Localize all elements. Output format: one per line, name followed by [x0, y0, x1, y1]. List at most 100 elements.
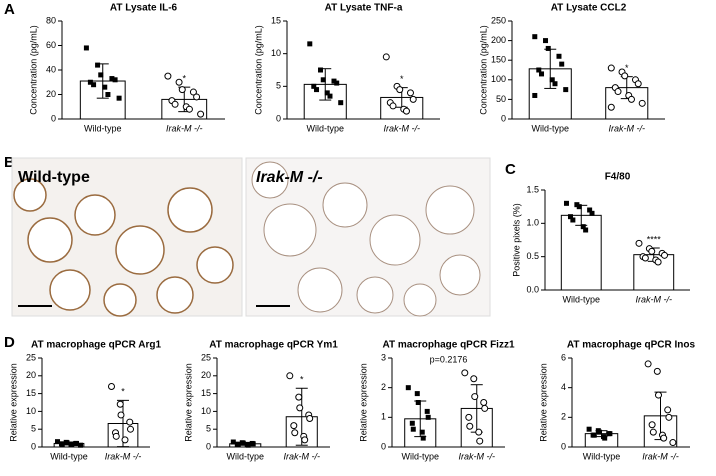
significance: *	[625, 63, 629, 73]
data-point	[193, 93, 201, 101]
data-point	[126, 418, 134, 426]
chart-title: AT Lysate TNF-a	[325, 3, 403, 14]
data-point	[314, 87, 320, 93]
y-tick-label: 1.5	[526, 184, 539, 194]
data-point	[465, 413, 473, 421]
data-point	[74, 440, 80, 446]
chart-title: AT Lysate CCL2	[551, 3, 627, 14]
y-tick-label: 2	[381, 382, 386, 392]
data-point	[552, 81, 558, 87]
data-point	[649, 428, 657, 436]
y-tick-label: 20	[46, 89, 56, 99]
data-point	[334, 80, 340, 86]
data-point	[471, 393, 479, 401]
data-point	[621, 72, 629, 80]
y-tick-label: 60	[46, 40, 56, 50]
data-point	[54, 439, 60, 445]
data-point	[648, 247, 656, 255]
data-point	[661, 251, 669, 259]
data-point	[556, 53, 562, 59]
data-point	[117, 411, 125, 419]
data-point	[311, 83, 317, 89]
data-point	[405, 385, 411, 391]
data-point	[109, 76, 115, 82]
y-tick-label: 25	[201, 352, 211, 362]
y-tick-label: 250	[491, 15, 506, 25]
data-point	[175, 78, 183, 86]
data-point	[409, 95, 417, 103]
y-tick-label: 15	[201, 388, 211, 398]
data-point	[306, 415, 314, 423]
y-tick-label: 0.5	[526, 251, 539, 261]
data-point	[475, 428, 483, 436]
data-point	[644, 360, 652, 368]
y-tick-label: 1	[381, 412, 386, 422]
data-point	[476, 437, 484, 445]
data-point	[338, 100, 344, 106]
x-tick-label: Irak-M -/-	[609, 123, 646, 133]
data-point	[563, 87, 569, 93]
data-point	[470, 375, 478, 383]
data-point	[654, 258, 662, 266]
data-point	[532, 34, 538, 40]
data-point	[587, 207, 593, 213]
panel-label: C	[505, 161, 516, 178]
significance: *	[400, 74, 404, 84]
data-point	[230, 439, 236, 445]
data-point	[389, 102, 397, 110]
data-point	[116, 95, 122, 101]
y-tick-label: 2	[561, 412, 566, 422]
y-axis-label: Positive pixels (%)	[511, 203, 521, 277]
y-tick-label: 0	[276, 113, 281, 123]
data-point	[185, 105, 193, 113]
data-point	[78, 442, 84, 448]
x-tick-label: Irak-M -/-	[166, 123, 203, 133]
data-point	[580, 224, 586, 230]
data-point	[545, 45, 551, 51]
data-point	[420, 435, 426, 441]
data-point	[64, 440, 70, 446]
data-point	[664, 406, 672, 414]
data-point	[638, 99, 646, 107]
data-point	[415, 400, 421, 405]
micrograph: Wild-type	[11, 157, 243, 317]
data-point	[171, 100, 179, 108]
y-tick-label: 40	[46, 64, 56, 74]
data-point	[127, 425, 135, 433]
y-axis-label: Relative expression	[358, 363, 368, 442]
y-tick-label: 80	[46, 15, 56, 25]
x-tick-label: Wild-type	[84, 123, 122, 133]
data-point	[290, 422, 298, 430]
data-point	[296, 404, 304, 412]
y-tick-label: 20	[201, 370, 211, 380]
chart-title: AT macrophage qPCR Arg1	[31, 340, 161, 351]
y-tick-label: 15	[271, 15, 281, 25]
data-point	[543, 38, 549, 44]
data-point	[197, 110, 205, 118]
data-point	[107, 382, 115, 390]
y-axis-label: Concentration (pg/mL)	[253, 25, 263, 115]
data-point	[539, 71, 545, 77]
data-point	[602, 435, 608, 441]
data-point	[627, 95, 635, 103]
data-point	[655, 391, 662, 399]
data-point	[549, 77, 555, 83]
x-tick-label: Wild-type	[50, 451, 88, 461]
y-tick-label: 15	[26, 388, 36, 398]
x-tick-label: Wild-type	[306, 123, 344, 133]
data-point	[634, 80, 642, 88]
data-point	[660, 434, 668, 442]
y-tick-label: 25	[26, 352, 36, 362]
data-point	[481, 404, 489, 412]
p-value: p=0.2176	[430, 354, 468, 364]
data-point	[414, 391, 420, 397]
y-tick-label: 5	[276, 81, 281, 91]
data-point	[559, 61, 565, 67]
data-point	[597, 429, 602, 435]
data-point	[424, 408, 430, 414]
y-tick-label: 6	[561, 352, 566, 362]
data-point	[406, 89, 414, 97]
y-tick-label: 0	[561, 441, 566, 451]
data-point	[589, 210, 595, 216]
panel-label: B	[4, 154, 15, 171]
